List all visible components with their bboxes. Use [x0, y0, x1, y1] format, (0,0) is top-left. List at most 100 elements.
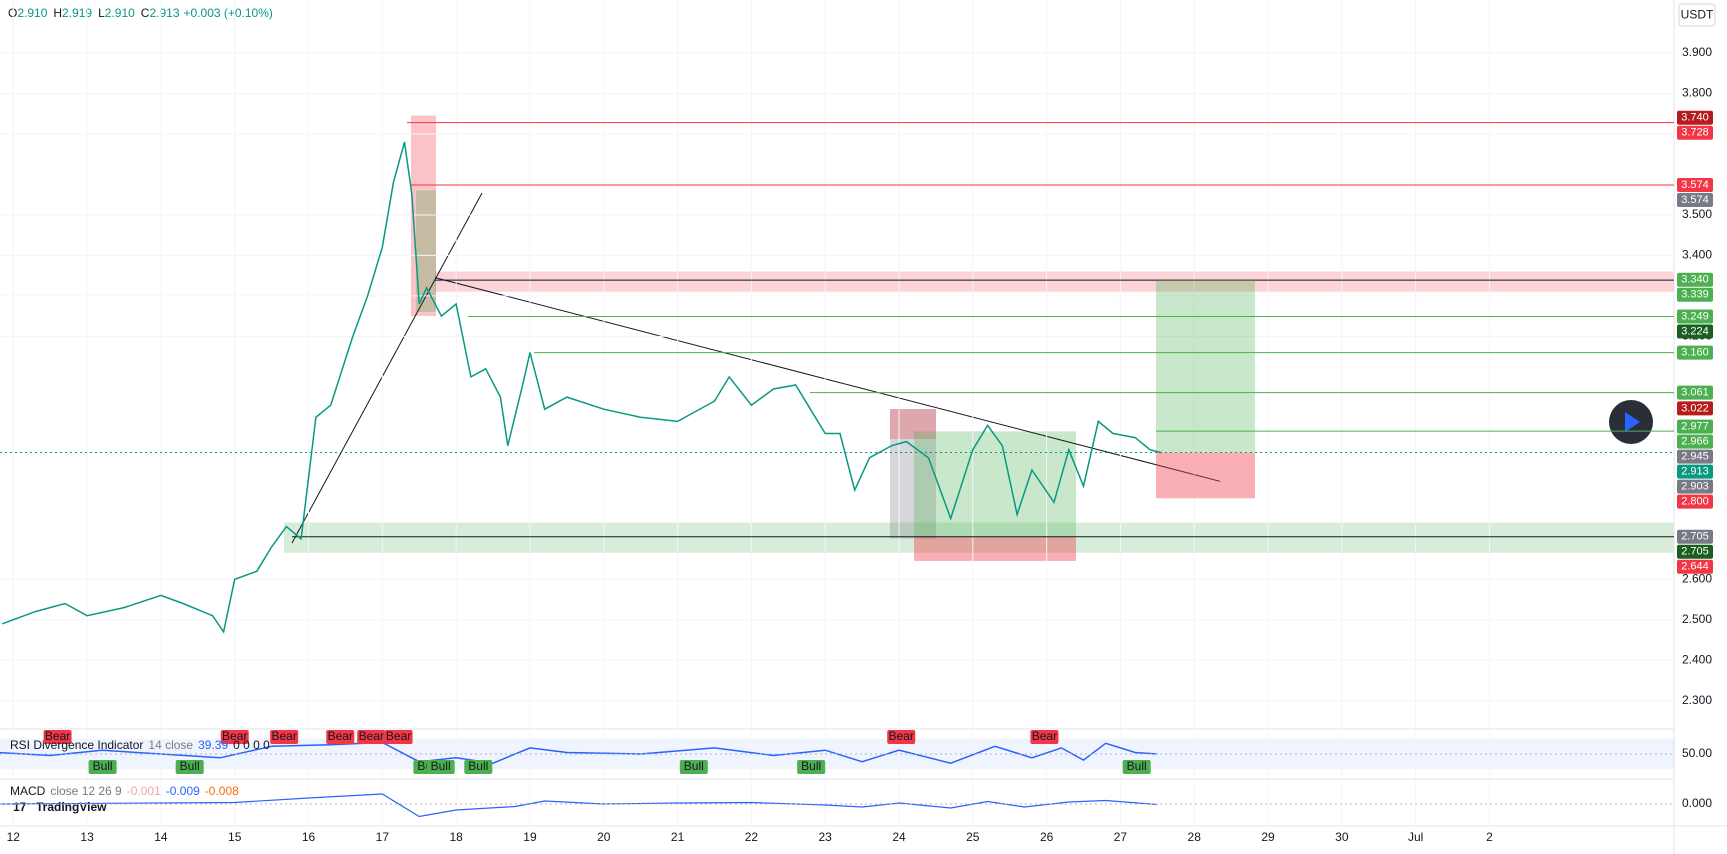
box [890, 409, 936, 539]
price-label: 3.022 [1677, 401, 1713, 416]
price-label-text: 3.574 [1681, 179, 1709, 191]
x-tick-label: 28 [1188, 830, 1202, 844]
price-label-box [1677, 110, 1713, 125]
position-stop [1156, 452, 1255, 499]
signal-tag [88, 760, 117, 774]
signal-tag [175, 760, 204, 774]
play-button[interactable] [1609, 400, 1653, 444]
price-label: 2.945 [1677, 449, 1713, 464]
signal-text: Bull [93, 759, 113, 773]
price-label-text: 3.160 [1681, 346, 1709, 358]
price-label: 2.977 [1677, 419, 1713, 434]
price-label-text: 3.061 [1681, 387, 1709, 399]
x-tick-label: 13 [80, 830, 94, 844]
price-label: 2.913 [1677, 464, 1713, 479]
price-label-text: 2.913 [1681, 466, 1709, 478]
y-tick-label: 3.800 [1682, 86, 1712, 100]
macd-legend: MACD close 12 26 9 -0.001 -0.009 -0.008 [10, 784, 239, 798]
box [914, 431, 1076, 537]
signal-tag [220, 730, 249, 744]
price-label: 2.705 [1677, 529, 1713, 544]
price-label: 2.800 [1677, 494, 1713, 509]
signal-text: Bull [468, 759, 488, 773]
box [416, 190, 436, 312]
price-label-box [1677, 529, 1713, 544]
ohlc-legend: O2.910 H2.919 L2.910 C2.913 +0.003 (+0.10%) [8, 6, 273, 20]
macd-title: MACD [10, 784, 46, 798]
macd-tick-label: 0.000 [1682, 796, 1712, 810]
series-line [1, 141, 1162, 634]
price-label: 3.061 [1677, 385, 1713, 400]
position-target [1156, 280, 1255, 453]
price-label-box [1677, 434, 1713, 449]
support-zone [284, 522, 1674, 553]
price-label-text: 3.022 [1681, 402, 1709, 414]
rsi-value: 39.39 [198, 738, 228, 752]
price-label: 3.340 [1677, 272, 1713, 287]
x-tick-label: 22 [745, 830, 759, 844]
ohlc-value: 2.919 [62, 6, 92, 20]
x-tick-label: 12 [7, 830, 21, 844]
x-tick-label: 19 [523, 830, 537, 844]
price-label-text: 2.705 [1681, 546, 1709, 558]
x-tick-label: 24 [892, 830, 906, 844]
price-label-text: 3.249 [1681, 310, 1709, 322]
x-tick-label: 26 [1040, 830, 1054, 844]
price-label-box [1677, 419, 1713, 434]
signal-text: Bear [328, 729, 353, 743]
price-label: 3.574 [1677, 177, 1713, 192]
x-tick-label: 27 [1114, 830, 1128, 844]
price-label: 2.644 [1677, 559, 1713, 574]
price-label-box [1677, 544, 1713, 559]
price-label-text: 2.945 [1681, 451, 1709, 463]
resistance-zone [435, 271, 1674, 292]
price-label-box [1677, 287, 1713, 302]
box [890, 409, 936, 439]
rsi-extra: 0 0 0 0 [233, 738, 270, 752]
price-label-box [1677, 449, 1713, 464]
signal-text: Bull [431, 759, 451, 773]
signal-tag [43, 730, 72, 744]
price-label-box [1677, 125, 1713, 140]
x-tick-label: 18 [449, 830, 463, 844]
x-tick-label: Jul [1408, 830, 1423, 844]
price-label-box [1677, 177, 1713, 192]
signal-tag [887, 730, 916, 744]
signal-text: Bear [1032, 729, 1057, 743]
signal-text: Bear [889, 729, 914, 743]
price-label-text: 3.340 [1681, 274, 1709, 286]
x-tick-label: 25 [966, 830, 980, 844]
signal-text: Bear [222, 729, 247, 743]
price-label-text: 3.224 [1681, 325, 1709, 337]
macd-readout: -0.009 [166, 784, 200, 798]
price-label-text: 2.800 [1681, 496, 1709, 508]
signal-tag [426, 760, 455, 774]
price-label-text: 3.728 [1681, 127, 1709, 139]
logo: TradingView [36, 800, 107, 814]
currency: USDT [1681, 8, 1714, 22]
signal-text: Bull [180, 759, 200, 773]
trendline [434, 277, 1221, 482]
x-tick-label: 30 [1335, 830, 1349, 844]
y-tick-label: 2.500 [1682, 612, 1712, 626]
x-tick-label: 14 [154, 830, 168, 844]
y-tick-label: 3.400 [1682, 248, 1712, 262]
price-label: 3.339 [1677, 287, 1713, 302]
price-label: 3.574 [1677, 192, 1713, 207]
ohlc-key: H [53, 6, 62, 20]
x-tick-label: 29 [1261, 830, 1275, 844]
logo-mark: 17 [13, 800, 27, 814]
signal-text: Bear [386, 729, 411, 743]
series-line [0, 793, 1158, 818]
box [914, 536, 1076, 561]
y-tick-label: 3.900 [1682, 45, 1712, 59]
y-tick-label: 3.500 [1682, 207, 1712, 221]
price-label: 3.728 [1677, 125, 1713, 140]
y-tick-label: 2.600 [1682, 571, 1712, 585]
signal-text: Bear [45, 729, 70, 743]
currency-box[interactable] [1678, 3, 1716, 27]
signal-tag [464, 760, 493, 774]
signal-text: Bear [271, 729, 296, 743]
signal-text: Bull [801, 759, 821, 773]
